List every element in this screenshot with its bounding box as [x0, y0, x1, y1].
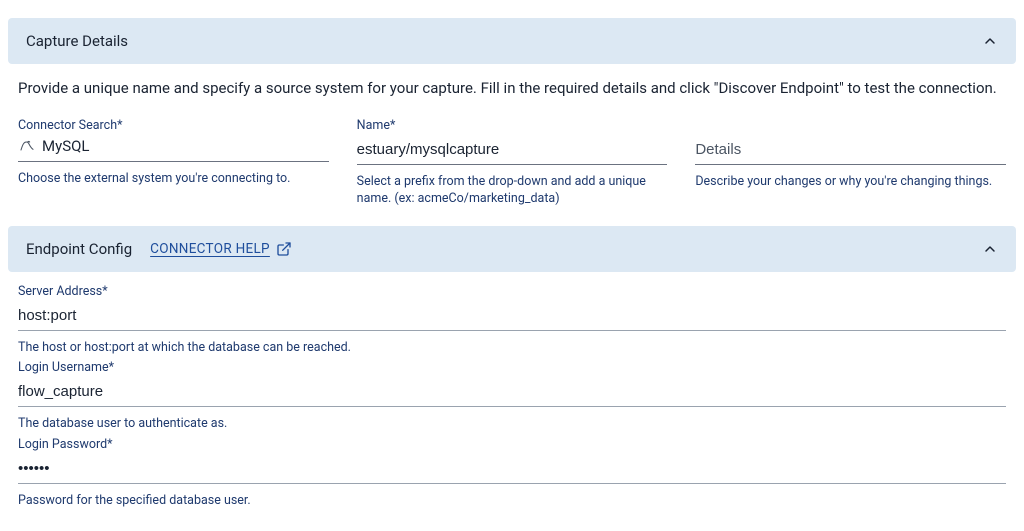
- server-address-helper: The host or host:port at which the datab…: [18, 339, 1006, 357]
- mysql-icon: [18, 137, 36, 155]
- name-input[interactable]: [357, 137, 668, 165]
- connector-search-field: Connector Search* MySQL Choose the exter…: [18, 118, 329, 208]
- connector-help-label: CONNECTOR HELP: [150, 241, 270, 257]
- server-address-input[interactable]: [18, 303, 1006, 331]
- login-username-input[interactable]: [18, 379, 1006, 407]
- chevron-up-icon: [982, 241, 998, 257]
- connector-search-input[interactable]: MySQL: [18, 137, 329, 162]
- chevron-up-icon: [982, 33, 998, 49]
- connector-search-value: MySQL: [42, 137, 90, 155]
- details-helper: Describe your changes or why you're chan…: [695, 173, 1006, 191]
- name-label: Name*: [357, 118, 668, 133]
- server-address-field: Server Address* The host or host:port at…: [18, 284, 1006, 357]
- login-password-field: Login Password* Password for the specifi…: [18, 437, 1006, 510]
- connector-help-link[interactable]: CONNECTOR HELP: [150, 241, 292, 257]
- details-field: Describe your changes or why you're chan…: [695, 118, 1006, 208]
- login-username-helper: The database user to authenticate as.: [18, 415, 1006, 433]
- connector-search-label: Connector Search*: [18, 118, 329, 133]
- capture-details-title: Capture Details: [26, 32, 128, 50]
- login-password-helper: Password for the specified database user…: [18, 492, 1006, 510]
- endpoint-config-header[interactable]: Endpoint Config CONNECTOR HELP: [8, 226, 1016, 272]
- name-field: Name* Select a prefix from the drop-down…: [357, 118, 668, 208]
- login-password-label: Login Password*: [18, 437, 1006, 452]
- login-username-field: Login Username* The database user to aut…: [18, 360, 1006, 433]
- login-password-input[interactable]: [18, 456, 1006, 484]
- capture-details-header[interactable]: Capture Details: [8, 18, 1016, 64]
- login-username-label: Login Username*: [18, 360, 1006, 375]
- endpoint-config-body: Server Address* The host or host:port at…: [0, 272, 1024, 531]
- server-address-label: Server Address*: [18, 284, 1006, 299]
- name-helper: Select a prefix from the drop-down and a…: [357, 173, 668, 208]
- connector-search-helper: Choose the external system you're connec…: [18, 170, 329, 188]
- details-input[interactable]: [695, 137, 1006, 165]
- endpoint-config-title: Endpoint Config: [26, 240, 132, 258]
- capture-details-body: Provide a unique name and specify a sour…: [0, 64, 1024, 226]
- external-link-icon: [276, 241, 292, 257]
- capture-details-form-row: Connector Search* MySQL Choose the exter…: [18, 118, 1006, 208]
- capture-details-intro: Provide a unique name and specify a sour…: [18, 78, 1006, 100]
